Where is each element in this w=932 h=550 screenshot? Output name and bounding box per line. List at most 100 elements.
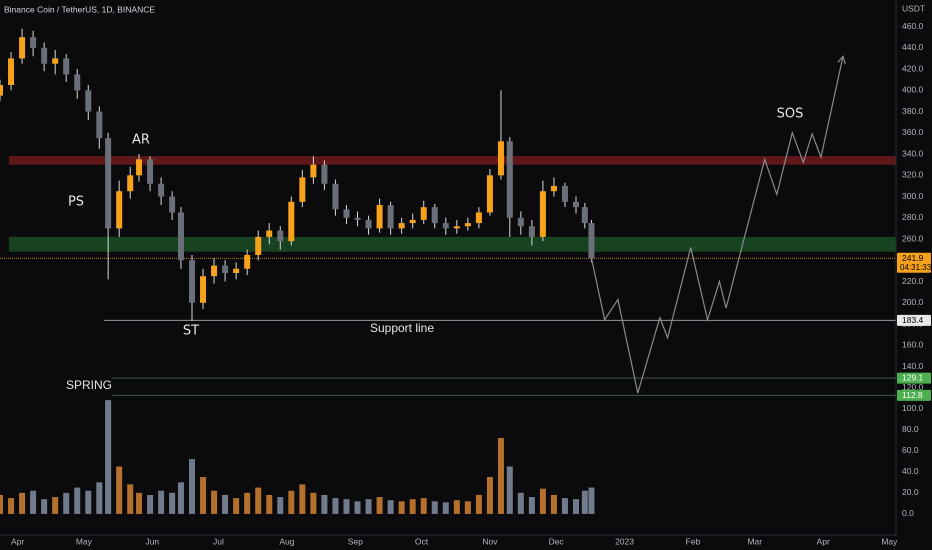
volume-bar xyxy=(497,438,504,514)
candle-body xyxy=(588,223,595,259)
candle-body xyxy=(255,236,262,255)
zone xyxy=(8,156,897,165)
annotation: AR xyxy=(132,133,150,148)
volume-bar xyxy=(387,500,394,514)
candle-body xyxy=(497,141,504,176)
y-tick-label: 280.0 xyxy=(902,212,924,222)
volume-bar xyxy=(539,488,546,514)
chart-title: Binance Coin / TetherUS, 1D, BINANCE xyxy=(4,4,155,14)
candle-body xyxy=(528,226,535,237)
volume-bar xyxy=(127,484,134,514)
volume-bar xyxy=(475,494,482,514)
volume-bar xyxy=(41,499,48,514)
candle-body xyxy=(332,183,339,210)
candle-body xyxy=(376,205,383,229)
countdown: 04:31:33 xyxy=(900,263,932,272)
candle-body xyxy=(387,205,394,229)
volume-bar xyxy=(147,494,154,514)
candle-body xyxy=(277,230,284,242)
arrow-head xyxy=(837,55,846,65)
volume-bar xyxy=(581,490,588,514)
y-tick-label: 220.0 xyxy=(902,276,924,286)
volume-bar xyxy=(299,484,306,514)
volume-bar xyxy=(30,490,37,514)
candle-body xyxy=(8,58,15,85)
candle-body xyxy=(244,254,251,269)
candle-body xyxy=(19,37,26,59)
volume-bar xyxy=(486,477,493,514)
annotation: Support line xyxy=(370,321,434,335)
volume-bar xyxy=(310,492,317,514)
candle-body xyxy=(464,223,471,227)
volume-bar xyxy=(332,498,339,514)
candle-body xyxy=(442,223,449,229)
candle-body xyxy=(343,209,350,218)
candle-body xyxy=(266,230,273,237)
candle-body xyxy=(0,84,3,96)
candle-body xyxy=(517,217,524,227)
candle-body xyxy=(506,141,513,218)
candle-body xyxy=(561,185,568,202)
volume-bar xyxy=(200,477,207,514)
y-tick-label: 400.0 xyxy=(902,85,924,95)
x-tick-label: Apr xyxy=(817,536,830,546)
candle-body xyxy=(475,212,482,224)
y2-tick-label: 0.0 xyxy=(902,508,914,518)
volume-bar xyxy=(85,490,92,514)
price-tag-label: 112.8 xyxy=(902,390,923,400)
zones xyxy=(8,156,897,252)
candle-body xyxy=(63,58,70,75)
candle-body xyxy=(147,159,154,184)
volume-bar xyxy=(464,501,471,514)
volume-bar xyxy=(453,500,460,514)
y-tick-label: 360.0 xyxy=(902,127,924,137)
candle-body xyxy=(420,207,427,220)
volume-bar xyxy=(277,497,284,514)
volume-bar xyxy=(255,487,262,514)
x-tick-label: Dec xyxy=(549,536,565,546)
candle-body xyxy=(136,159,143,176)
candle-body xyxy=(222,265,229,274)
price-axis xyxy=(896,0,932,550)
zone xyxy=(8,236,897,252)
volume-bar xyxy=(222,494,229,514)
x-tick-label: 2023 xyxy=(615,536,634,546)
volume-bar xyxy=(158,490,165,514)
price-tag-label: 129.1 xyxy=(902,373,924,383)
price-tag xyxy=(897,252,931,273)
volume-bar xyxy=(0,494,3,514)
volume-bar xyxy=(169,492,176,514)
volume-bar xyxy=(288,490,295,514)
x-tick-label: Nov xyxy=(482,536,498,546)
candle-body xyxy=(539,191,546,237)
candle-body xyxy=(431,207,438,224)
candle-body xyxy=(486,175,493,213)
y2-tick-label: 40.0 xyxy=(902,466,919,476)
y-tick-label: 420.0 xyxy=(902,63,924,73)
volume-bar xyxy=(19,492,26,514)
candle-body xyxy=(233,268,240,274)
y-tick-label: 440.0 xyxy=(902,42,924,52)
y-tick-label: 200.0 xyxy=(902,297,924,307)
candle-body xyxy=(189,260,195,303)
y-tick-label: 140.0 xyxy=(902,361,924,371)
y2-tick-label: 60.0 xyxy=(902,445,919,455)
volume-bar xyxy=(211,490,218,514)
volume-bar xyxy=(63,492,70,514)
candle-body xyxy=(30,37,37,48)
volume-bar xyxy=(431,501,438,514)
volume-bar xyxy=(8,498,15,514)
volume-bar xyxy=(398,501,405,514)
candles xyxy=(0,28,595,321)
volume-bar xyxy=(550,494,557,514)
volume-bar xyxy=(561,498,568,514)
x-tick-label: May xyxy=(881,536,898,546)
candle-body xyxy=(127,175,134,192)
y2-tick-label: 100.0 xyxy=(902,403,924,413)
candle-body xyxy=(453,226,460,229)
candle-body xyxy=(365,219,372,229)
x-tick-label: May xyxy=(76,536,93,546)
volume-bar xyxy=(506,466,513,514)
